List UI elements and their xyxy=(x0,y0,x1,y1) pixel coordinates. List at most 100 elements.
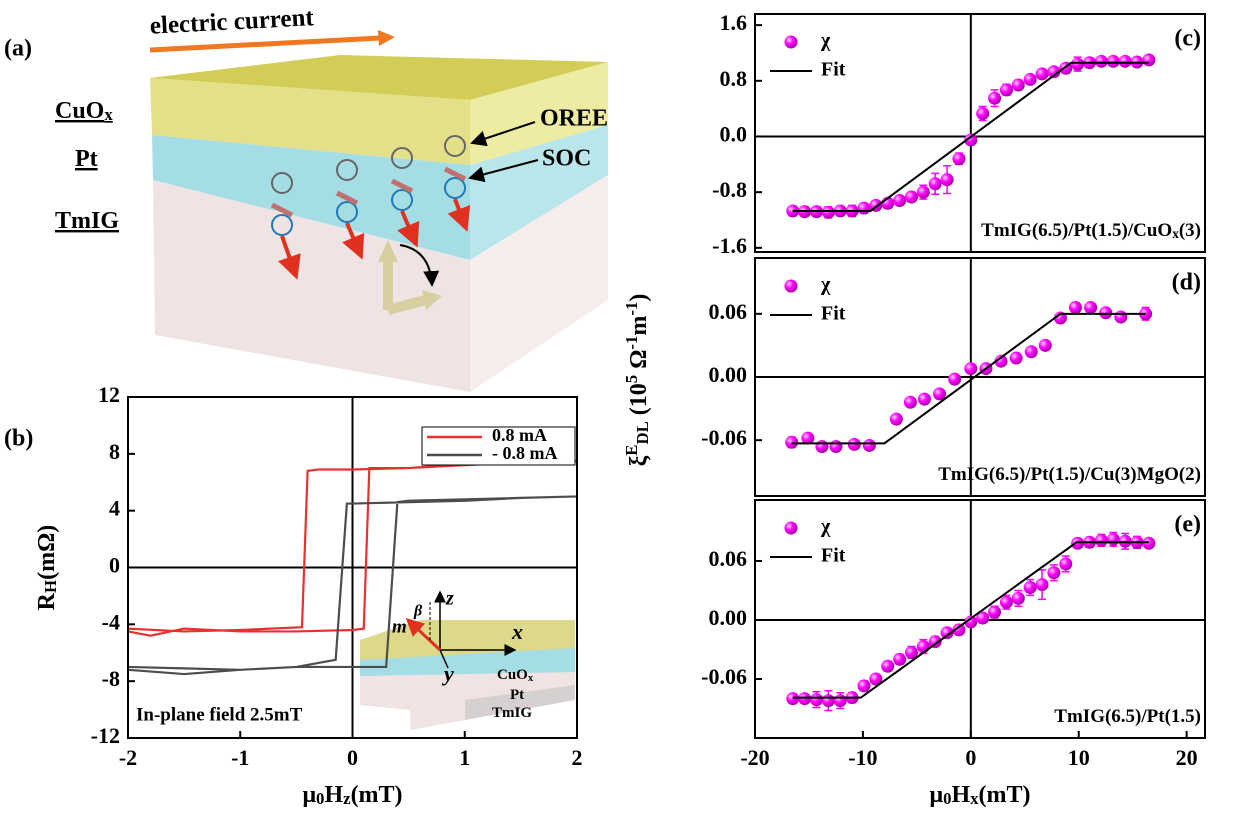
point xyxy=(1114,310,1127,323)
x-axis-label-part: (mT) xyxy=(351,782,403,808)
point xyxy=(1047,566,1060,579)
point xyxy=(1012,592,1025,605)
point xyxy=(857,202,870,215)
point xyxy=(905,191,918,204)
x-axis-label-part: H xyxy=(951,782,970,808)
y-axis-label: ξEDL (105 Ω-1m-1) xyxy=(622,294,652,467)
legend-label: χ xyxy=(820,516,831,538)
point xyxy=(1025,345,1038,358)
point xyxy=(1036,67,1049,80)
point xyxy=(917,640,930,653)
point xyxy=(1119,55,1132,68)
layer-label: CuOx xyxy=(55,98,113,125)
sample-label-part: TmIG(6.5)/Pt(1.5)/Cu(3)MgO(2) xyxy=(938,464,1201,485)
sample-label-part: TmIG(6.5)/Pt(1.5) xyxy=(1054,706,1201,727)
point xyxy=(1039,339,1052,352)
point xyxy=(1000,596,1013,609)
point xyxy=(952,152,965,165)
y-tick-label: 0.00 xyxy=(709,605,748,630)
y-tick-label: 4 xyxy=(109,496,120,521)
y-tick-label: -0.06 xyxy=(701,664,747,689)
point xyxy=(829,440,842,453)
sample-label: TmIG(6.5)/Pt(1.5) xyxy=(1054,706,1201,727)
point xyxy=(904,396,917,409)
point xyxy=(890,413,903,426)
point xyxy=(1142,53,1155,66)
point xyxy=(863,439,876,452)
y-tick-label: 0.0 xyxy=(720,122,748,147)
inset-label: m xyxy=(392,616,407,637)
point xyxy=(822,694,835,707)
x-tick-label: 20 xyxy=(1176,745,1198,770)
y-tick-label: 0.06 xyxy=(709,546,748,571)
x-axis-label-part: μ xyxy=(302,782,316,808)
y-axis-label-part: R xyxy=(34,592,60,610)
y-axis-label-part: E xyxy=(622,444,641,455)
x-tick-label: 2 xyxy=(572,745,583,770)
y-tick-label: -12 xyxy=(91,723,120,748)
current-label: electric current xyxy=(149,4,315,40)
point xyxy=(815,440,828,453)
x-axis-label: μ0Hx(mT) xyxy=(929,782,1030,809)
y-tick-label: 0 xyxy=(109,553,120,578)
legend-swatch xyxy=(785,280,798,293)
legend-label: Fit xyxy=(821,545,846,567)
y-axis-label-part: ) xyxy=(626,294,652,302)
series-line xyxy=(792,314,1146,444)
y-axis-label-part: (mΩ) xyxy=(34,525,60,580)
sample-label-part: (3) xyxy=(1179,220,1201,241)
legend-swatch xyxy=(785,36,798,49)
y-tick-label: 0.8 xyxy=(720,66,748,91)
point xyxy=(1024,581,1037,594)
x-tick-label: 0 xyxy=(347,745,358,770)
layer-label-part: Pt xyxy=(75,146,98,172)
point xyxy=(988,92,1001,105)
legend-label: Fit xyxy=(821,59,846,81)
y-axis-label-part: (10 xyxy=(626,383,652,421)
x-tick-label: -1 xyxy=(231,745,249,770)
point xyxy=(834,694,847,707)
inset-layer-label-part: TmIG xyxy=(492,705,532,721)
y-axis-label-part: ξ xyxy=(626,455,652,466)
y-tick-label: -8 xyxy=(102,666,120,691)
inset-label: x xyxy=(511,619,523,644)
point xyxy=(1012,78,1025,91)
point xyxy=(976,107,989,120)
x-axis-label-part: 0 xyxy=(943,789,951,808)
legend-swatch xyxy=(785,522,798,535)
y-axis-label-part: m xyxy=(626,316,652,336)
annotation: In-plane field 2.5mT xyxy=(136,704,303,725)
panel-label: (d) xyxy=(1172,270,1201,296)
y-axis-label-part: -1 xyxy=(622,336,641,350)
y-tick-label: 8 xyxy=(109,439,120,464)
point xyxy=(1095,55,1108,68)
panel-label: (e) xyxy=(1174,512,1201,538)
inset-layer-label-part: Pt xyxy=(510,687,524,703)
y-tick-label: 0.00 xyxy=(709,362,748,387)
point xyxy=(941,173,954,186)
sample-label-part: TmIG(6.5)/Pt(1.5)/CuO xyxy=(981,220,1172,241)
panel-label: (b) xyxy=(4,426,33,452)
y-axis-label-part: -1 xyxy=(622,302,641,316)
point xyxy=(822,206,835,219)
x-axis-label-part: H xyxy=(324,782,343,808)
point xyxy=(1010,352,1023,365)
x-axis-label-part: μ xyxy=(929,782,943,808)
point xyxy=(1071,58,1084,71)
point xyxy=(948,373,961,386)
point xyxy=(810,693,823,706)
point xyxy=(893,653,906,666)
x-tick-label: 1 xyxy=(459,745,470,770)
point xyxy=(918,393,931,406)
legend-label: χ xyxy=(820,30,831,52)
layer-label-part: CuO xyxy=(55,98,104,124)
point xyxy=(848,438,861,451)
y-axis-label: RH(mΩ) xyxy=(34,525,61,611)
point xyxy=(881,660,894,673)
panel-label: (a) xyxy=(4,36,32,62)
y-axis-label-part: DL xyxy=(633,421,652,444)
inset-layer-label: Pt xyxy=(510,687,524,703)
x-tick-label: -2 xyxy=(119,745,137,770)
x-tick-label: -10 xyxy=(848,745,877,770)
layer-label-part: x xyxy=(104,105,113,124)
